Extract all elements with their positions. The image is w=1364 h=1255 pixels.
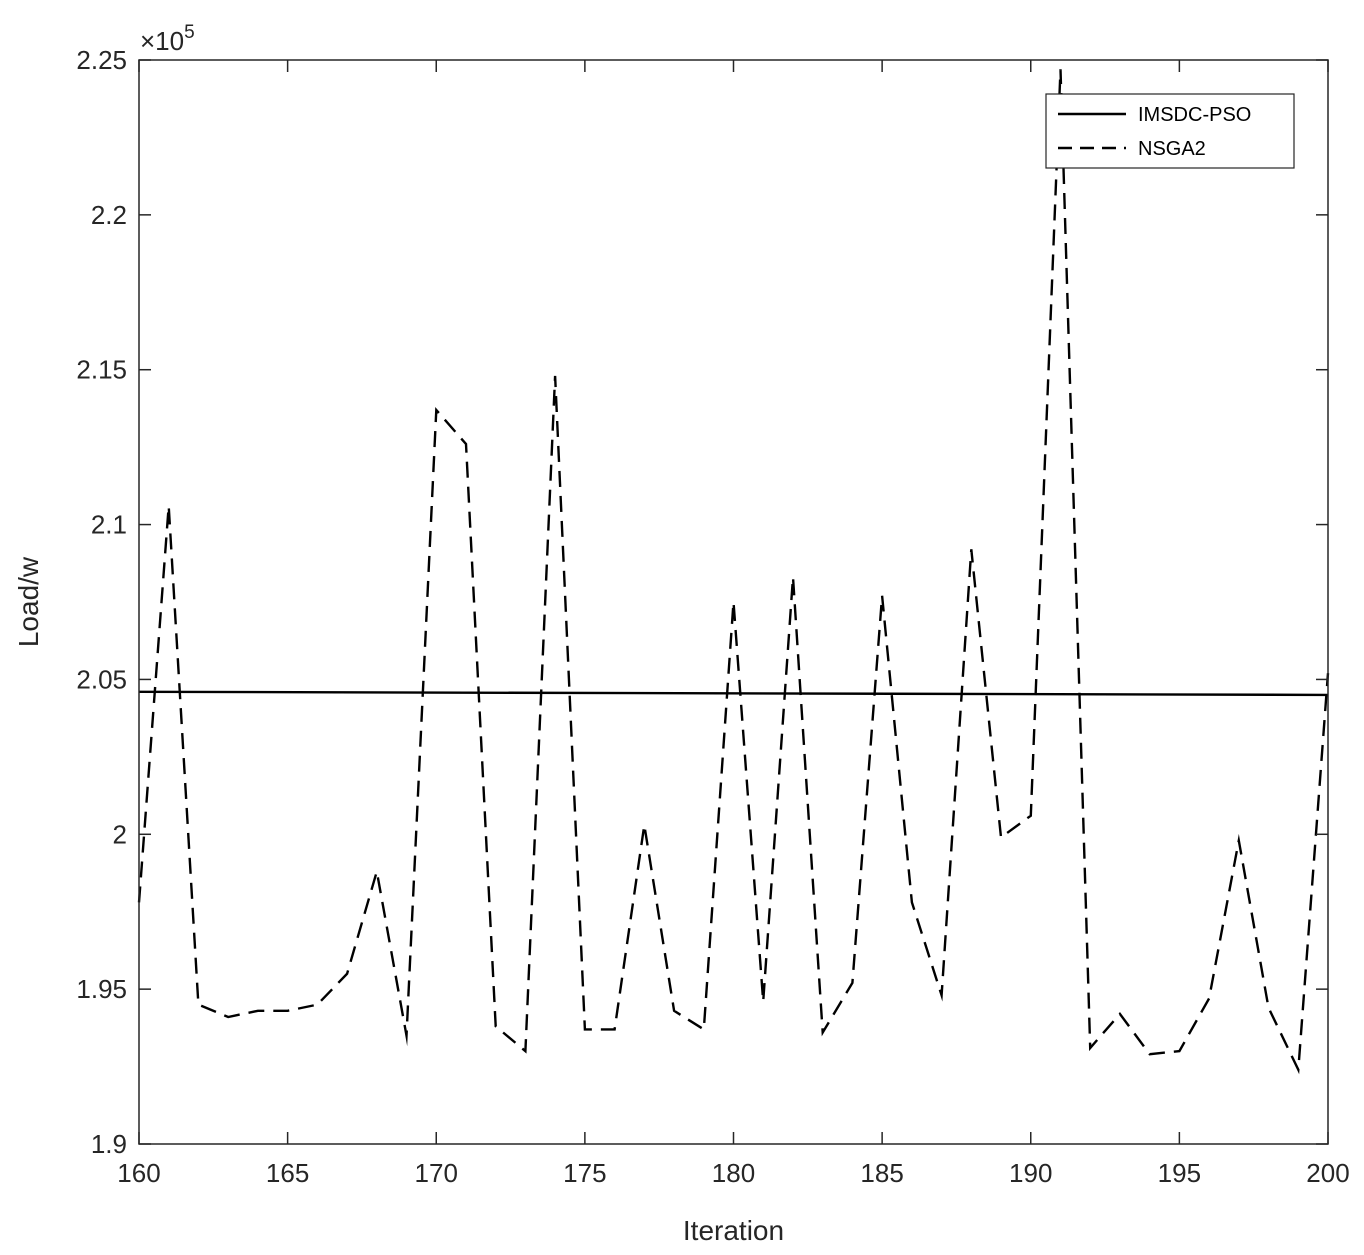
- y-axis-exponent-power: 5: [184, 22, 195, 43]
- x-tick-label: 200: [1306, 1158, 1349, 1188]
- y-tick-label: 2.05: [76, 664, 127, 694]
- y-axis-label: Load/w: [13, 556, 44, 647]
- x-tick-label: 170: [415, 1158, 458, 1188]
- legend-entry-label: IMSDC-PSO: [1138, 104, 1251, 126]
- x-tick-label: 160: [117, 1158, 160, 1188]
- series-line-imsdc-pso: [138, 690, 1329, 697]
- y-axis: 1.9 1.95 2 2.05 2.1 2.15 2.2 2.25: [76, 45, 1328, 1159]
- y-tick-label: 1.9: [91, 1129, 127, 1159]
- series-layer: [137, 69, 1330, 1075]
- y-tick-label: 2.25: [76, 45, 127, 75]
- legend: IMSDC-PSO NSGA2: [1045, 93, 1295, 169]
- y-tick-label: 2: [113, 819, 127, 849]
- y-tick-label: 2.1: [91, 510, 127, 540]
- x-axis: 160 165 170 175 180 185 190 195 200: [117, 60, 1350, 1188]
- y-axis-exponent-base: ×10: [140, 26, 184, 56]
- x-tick-label: 165: [266, 1158, 309, 1188]
- y-tick-label: 2.15: [76, 355, 127, 385]
- x-tick-label: 175: [563, 1158, 606, 1188]
- x-tick-label: 180: [712, 1158, 755, 1188]
- y-tick-label: 2.2: [91, 200, 127, 230]
- x-axis-label: Iteration: [683, 1215, 784, 1246]
- y-axis-exponent: ×105: [140, 22, 195, 56]
- legend-entry-label: NSGA2: [1138, 138, 1206, 160]
- plot-area: [139, 60, 1328, 1144]
- y-tick-label: 1.95: [76, 974, 127, 1004]
- x-tick-label: 185: [860, 1158, 903, 1188]
- legend-box: [1045, 93, 1295, 169]
- x-tick-label: 190: [1009, 1158, 1052, 1188]
- x-tick-label: 195: [1158, 1158, 1201, 1188]
